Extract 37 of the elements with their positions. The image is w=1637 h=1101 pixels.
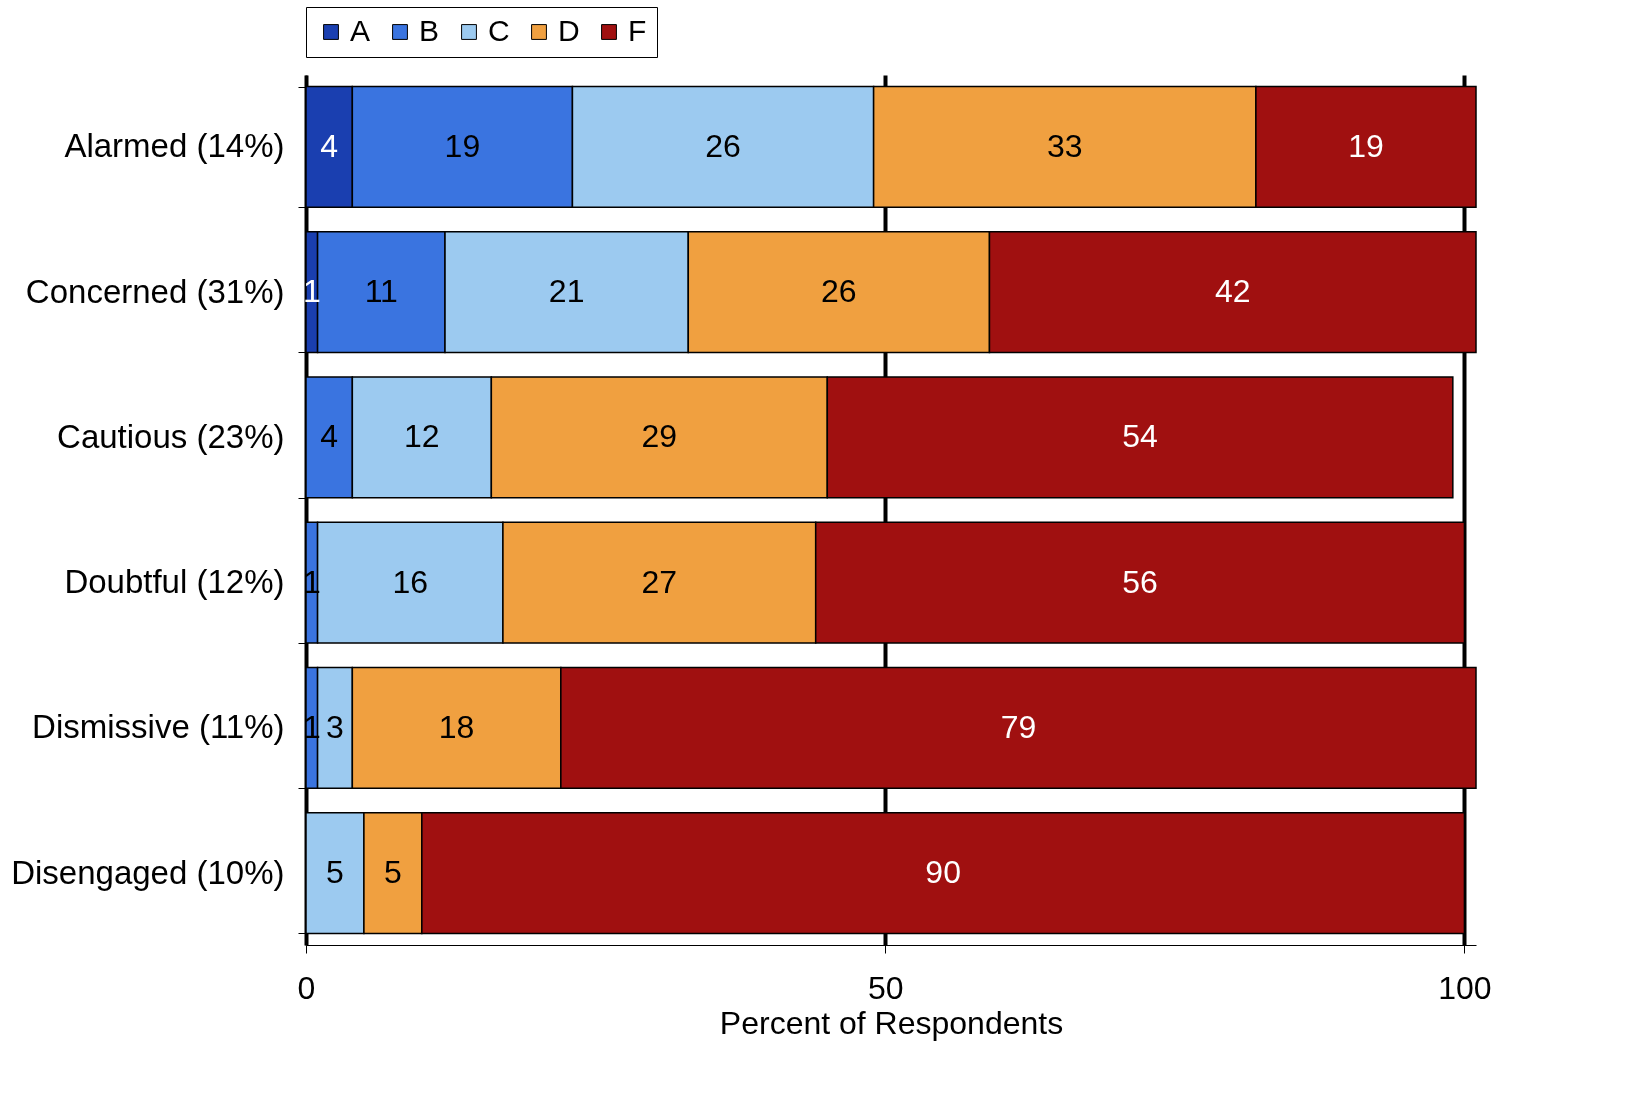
- data-label: 11: [364, 273, 398, 310]
- data-label: 26: [705, 127, 741, 164]
- data-label: 42: [1214, 273, 1251, 310]
- x-tick-label: 50: [867, 969, 904, 1006]
- x-axis-title: Percent of Respondents: [719, 1004, 1064, 1041]
- data-label: 27: [641, 563, 678, 600]
- legend-label: C: [488, 14, 510, 47]
- legend-label: F: [628, 14, 647, 47]
- data-label: 5: [383, 854, 402, 891]
- data-label: 90: [925, 854, 961, 891]
- data-label: 21: [548, 273, 585, 310]
- data-label: 19: [444, 127, 481, 164]
- y-tick-label: Dismissive (11%): [32, 708, 285, 746]
- data-label: 29: [641, 418, 678, 455]
- data-label: 79: [1000, 708, 1037, 745]
- legend-label: A: [350, 14, 371, 47]
- y-tick-label: Doubtful (12%): [64, 563, 285, 601]
- data-label: 5: [326, 854, 344, 891]
- data-label: 54: [1122, 418, 1158, 455]
- data-label: 3: [326, 708, 344, 745]
- data-label: 33: [1046, 127, 1083, 164]
- data-label: 16: [392, 563, 429, 600]
- data-label: 18: [438, 708, 475, 745]
- legend-label: D: [558, 14, 580, 47]
- data-label: 19: [1348, 127, 1384, 164]
- legend-label: B: [419, 14, 440, 47]
- x-tick-label: 0: [297, 969, 316, 1006]
- data-label: 12: [404, 418, 440, 455]
- data-label: 4: [320, 418, 339, 455]
- data-label: 56: [1122, 563, 1158, 600]
- y-tick-label: Alarmed (14%): [64, 127, 285, 165]
- x-tick-label: 100: [1438, 969, 1492, 1006]
- y-tick-label: Cautious (23%): [57, 417, 285, 455]
- data-label: 26: [821, 273, 857, 310]
- data-label: 4: [320, 127, 339, 164]
- y-tick-label: Concerned (31%): [25, 272, 285, 310]
- y-tick-label: Disengaged (10%): [11, 853, 285, 891]
